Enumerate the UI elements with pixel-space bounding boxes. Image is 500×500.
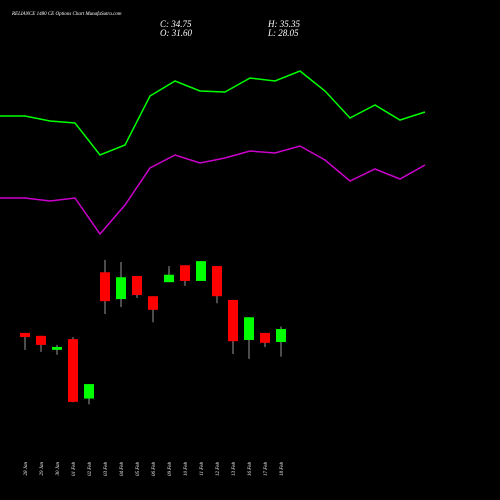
x-tick-label: 12 Feb: [216, 462, 221, 477]
candle-body: [132, 275, 142, 295]
close-label: C: 34.75: [160, 19, 192, 29]
x-tick-label: 17 Feb: [264, 462, 269, 477]
low-label: L: 28.05: [267, 28, 299, 38]
x-tick-label: 02 Feb: [88, 462, 93, 477]
candle-body: [164, 274, 174, 283]
candle-body: [20, 332, 30, 338]
candle-body: [148, 296, 158, 310]
candle-body: [116, 277, 126, 300]
candle-body: [212, 266, 222, 297]
candle-body: [52, 346, 62, 350]
open-label: O: 31.60: [160, 28, 192, 38]
indicator-line: [0, 70, 426, 156]
candle-body: [68, 339, 78, 402]
x-tick-label: 11 Feb: [200, 462, 205, 476]
x-tick-label: 06 Feb: [152, 462, 157, 477]
candle-body: [260, 332, 270, 343]
chart-title: RELIANCE 1480 CE Options Chart MunafaSut…: [11, 12, 122, 17]
x-tick-label: 09 Feb: [168, 462, 173, 477]
candle-body: [276, 329, 286, 343]
x-tick-label: 29 Jan: [40, 462, 45, 476]
candle-body: [180, 265, 190, 281]
candle-body: [36, 335, 46, 345]
x-tick-label: 04 Feb: [120, 462, 125, 477]
high-label: H: 35.35: [267, 19, 300, 29]
candle-body: [196, 261, 206, 281]
candle-body: [244, 317, 254, 340]
x-tick-label: 01 Feb: [72, 462, 77, 477]
candle-body: [100, 272, 110, 302]
x-tick-label: 18 Feb: [280, 462, 285, 477]
candle-body: [84, 384, 94, 399]
x-tick-label: 30 Jan: [56, 462, 61, 476]
x-tick-label: 10 Feb: [184, 462, 189, 477]
x-tick-label: 16 Feb: [248, 462, 253, 477]
x-tick-label: 03 Feb: [104, 462, 109, 477]
x-tick-label: 28 Jan: [24, 462, 29, 476]
x-tick-label: 13 Feb: [232, 462, 237, 477]
indicator-line: [0, 145, 426, 236]
candle-body: [228, 299, 238, 342]
x-tick-label: 05 Feb: [136, 462, 141, 477]
